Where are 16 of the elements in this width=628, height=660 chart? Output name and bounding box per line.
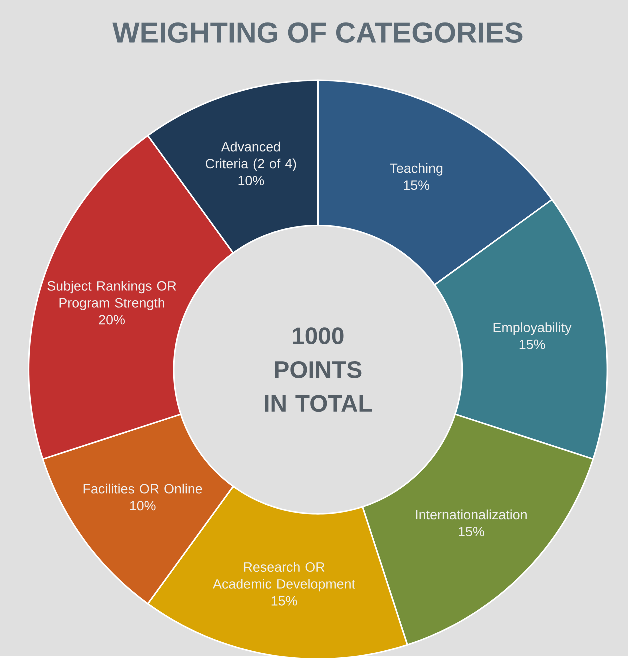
data-label: 20% [99, 315, 125, 325]
data-label: 10% [238, 176, 264, 186]
slice-label: Subject Rankings OR Program Strength [48, 281, 176, 310]
data-label: 15% [520, 340, 546, 350]
slice-label: Facilities OR Online [84, 484, 202, 494]
data-label: 10% [130, 501, 156, 511]
data-label: 15% [404, 180, 430, 190]
slice-label: Teaching [390, 163, 442, 176]
data-label: 15% [458, 527, 484, 537]
data-label: 15% [272, 596, 298, 606]
slice-label: Research OR Academic Development [212, 562, 356, 592]
slice-label: Advanced Criteria (2 of 4) [206, 142, 296, 172]
slice-label: Internationalization [416, 510, 527, 520]
slice-label: Employability [494, 322, 572, 336]
text: 1000 POINTS IN TOTAL [265, 328, 372, 412]
chart-title: WEIGHTING OF CATEGORIES [112, 22, 522, 44]
